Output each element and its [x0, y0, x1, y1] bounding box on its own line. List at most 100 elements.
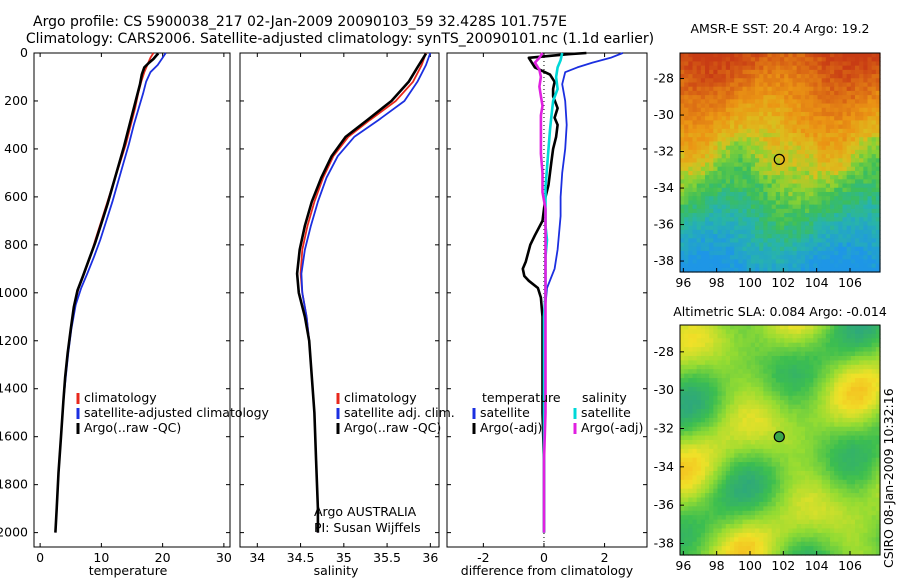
heatmap-cell [684, 99, 689, 105]
heatmap-cell [755, 170, 760, 176]
heatmap-cell [759, 333, 764, 339]
heatmap-cell [813, 166, 819, 172]
heatmap-cell [767, 431, 773, 437]
heatmap-cell [855, 158, 860, 164]
heatmap-cell [834, 453, 839, 459]
heatmap-cell [863, 61, 869, 67]
heatmap-cell [775, 238, 781, 244]
heatmap-cell [775, 347, 781, 353]
heatmap-cell [767, 510, 773, 516]
heatmap-cell [780, 196, 785, 201]
heatmap-cell [700, 466, 706, 472]
heatmap-cell [842, 524, 848, 530]
heatmap-cell [705, 515, 710, 521]
heatmap-cell [700, 369, 706, 375]
heatmap-cell [709, 342, 714, 348]
heatmap-cell [734, 360, 739, 366]
heatmap-cell [842, 470, 848, 476]
heatmap-cell [780, 444, 785, 450]
heatmap-cell [721, 338, 727, 344]
heatmap-cell [830, 107, 835, 113]
heatmap-cell [709, 400, 714, 406]
heatmap-cell [821, 208, 827, 214]
heatmap-cell [705, 162, 710, 168]
heatmap-cell [834, 369, 839, 375]
heatmap-cell [775, 422, 781, 428]
heatmap-cell [734, 57, 739, 63]
heatmap-cell [834, 519, 839, 525]
heatmap-cell [688, 120, 694, 126]
heatmap-cell [705, 116, 710, 121]
heatmap-cell [771, 149, 777, 155]
heatmap-cell [700, 65, 706, 71]
heatmap-cell [796, 90, 802, 96]
heatmap-cell [759, 488, 764, 494]
heatmap-cell [821, 426, 827, 432]
heatmap-cell [696, 528, 702, 534]
heatmap-cell [692, 267, 698, 273]
heatmap-cell [805, 453, 810, 459]
heatmap-cell [717, 179, 723, 185]
heatmap-cell [800, 364, 806, 370]
heatmap-cell [680, 369, 685, 375]
heatmap-cell [867, 242, 873, 248]
heatmap-cell [863, 141, 869, 147]
heatmap-cell [721, 532, 727, 538]
heatmap-cell [696, 263, 702, 269]
heatmap-cell [850, 493, 856, 499]
heatmap-cell [850, 355, 856, 361]
heatmap-cell [855, 413, 860, 419]
heatmap-cell [688, 95, 694, 100]
heatmap-cell [767, 154, 773, 159]
heatmap-cell [863, 453, 869, 459]
heatmap-cell [684, 351, 689, 357]
heatmap-cell [855, 462, 860, 468]
heatmap-cell [684, 355, 689, 361]
heatmap-cell [755, 179, 760, 185]
heatmap-cell [688, 187, 694, 193]
heatmap-cell [796, 391, 802, 397]
heatmap-cell [796, 120, 802, 126]
heatmap-cell [867, 99, 873, 105]
heatmap-cell [750, 259, 756, 265]
heatmap-cell [859, 351, 864, 357]
heatmap-cell [725, 510, 731, 516]
heatmap-cell [859, 111, 864, 117]
heatmap-cell [771, 440, 777, 446]
heatmap-cell [800, 444, 806, 450]
y-tick-label: 600 [4, 189, 28, 204]
heatmap-cell [775, 116, 781, 121]
heatmap-cell [800, 120, 806, 126]
heatmap-cell [821, 145, 827, 151]
heatmap-cell [842, 78, 848, 84]
heatmap-cell [875, 170, 881, 176]
heatmap-cell [805, 510, 810, 516]
heatmap-cell [725, 484, 731, 490]
heatmap-cell [738, 325, 744, 331]
heatmap-cell [730, 263, 735, 269]
heatmap-cell [796, 124, 802, 130]
heatmap-cell [746, 246, 752, 252]
heatmap-cell [763, 342, 769, 348]
heatmap-cell [850, 453, 856, 459]
heatmap-cell [746, 95, 752, 100]
heatmap-cell [759, 250, 764, 256]
map-frame [679, 52, 881, 273]
heatmap-cell [717, 386, 723, 392]
heatmap-cell [746, 466, 752, 472]
heatmap-cell [750, 149, 756, 155]
heatmap-cell [717, 145, 723, 151]
heatmap-cell [684, 128, 689, 134]
heatmap-cell [759, 519, 764, 525]
heatmap-cell [684, 111, 689, 117]
heatmap-cell [750, 255, 756, 260]
heatmap-cell [700, 78, 706, 84]
heatmap-cell [830, 493, 835, 499]
heatmap-cell [730, 267, 735, 273]
series-line-2-3 [533, 52, 547, 533]
heatmap-cell [842, 501, 848, 507]
heatmap-cell [805, 175, 810, 180]
heatmap-cell [830, 74, 835, 79]
heatmap-cell [696, 510, 702, 516]
heatmap-cell [746, 69, 752, 75]
